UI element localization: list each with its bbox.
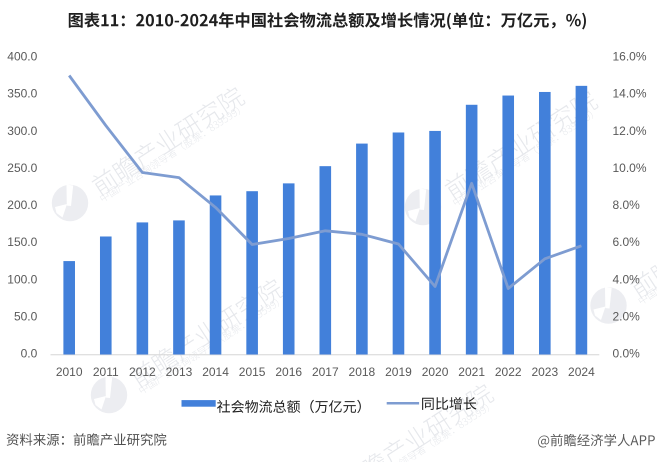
svg-text:150.0: 150.0 (7, 235, 37, 249)
svg-text:2010: 2010 (56, 365, 83, 379)
svg-text:2023: 2023 (531, 365, 558, 379)
svg-text:2020: 2020 (422, 365, 449, 379)
svg-text:2024: 2024 (568, 365, 595, 379)
svg-text:2014: 2014 (202, 365, 229, 379)
svg-text:100.0: 100.0 (7, 272, 37, 286)
svg-text:2015: 2015 (239, 365, 266, 379)
svg-text:2017: 2017 (312, 365, 339, 379)
svg-text:8.0%: 8.0% (613, 198, 641, 212)
svg-text:200.0: 200.0 (7, 198, 37, 212)
svg-text:250.0: 250.0 (7, 161, 37, 175)
svg-text:2019: 2019 (385, 365, 412, 379)
svg-text:2012: 2012 (129, 365, 156, 379)
svg-text:0.0: 0.0 (21, 347, 38, 361)
svg-text:2018: 2018 (349, 365, 376, 379)
svg-text:0.0%: 0.0% (613, 347, 641, 361)
svg-text:2.0%: 2.0% (613, 309, 641, 323)
svg-text:12.0%: 12.0% (613, 124, 647, 138)
svg-text:10.0%: 10.0% (613, 161, 647, 175)
svg-text:16.0%: 16.0% (613, 50, 647, 64)
svg-text:14.0%: 14.0% (613, 87, 647, 101)
svg-text:2021: 2021 (458, 365, 485, 379)
svg-text:2013: 2013 (166, 365, 193, 379)
svg-text:2022: 2022 (495, 365, 522, 379)
svg-text:6.0%: 6.0% (613, 235, 641, 249)
svg-text:2016: 2016 (275, 365, 302, 379)
svg-text:300.0: 300.0 (7, 124, 37, 138)
svg-text:350.0: 350.0 (7, 87, 37, 101)
svg-text:2011: 2011 (93, 365, 119, 379)
svg-text:50.0: 50.0 (14, 309, 38, 323)
svg-text:400.0: 400.0 (7, 50, 37, 64)
svg-text:4.0%: 4.0% (613, 272, 641, 286)
